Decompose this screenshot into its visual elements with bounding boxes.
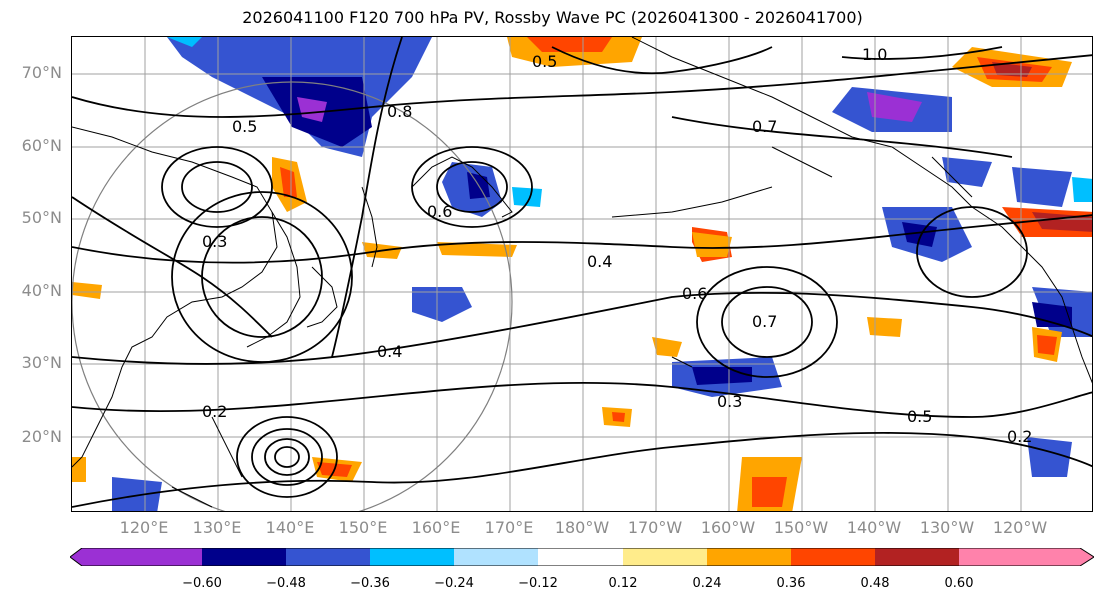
pv-contours	[72, 37, 1092, 508]
contour-label: 0.5	[232, 117, 257, 136]
contour-label: 0.8	[387, 102, 412, 121]
contour-label: 0.7	[752, 117, 777, 136]
contour-label: 0.2	[1007, 427, 1032, 446]
lat-label-20n: 20°N	[21, 427, 62, 446]
contour-label: 0.3	[202, 232, 227, 251]
lon-label-140w: 140°W	[846, 518, 902, 537]
lat-label-60n: 60°N	[21, 136, 62, 155]
map-svg: 1.0 0.5 0.8 0.7 0.6 0.5 0.4 0.3 0.2 0.6 …	[72, 37, 1092, 511]
colorbar-segment	[82, 548, 203, 566]
lon-label-150w: 150°W	[773, 518, 829, 537]
colorbar-segment	[202, 548, 287, 566]
lon-label-160e: 160°E	[411, 518, 461, 537]
colorbar-segment	[286, 548, 371, 566]
colorbar-tick: −0.24	[434, 576, 474, 591]
contour-label: 0.7	[752, 312, 777, 331]
colorbar-segment	[959, 548, 1081, 566]
lon-label-180w: 180°W	[554, 518, 610, 537]
contour-label: 0.2	[202, 402, 227, 421]
colorbar	[70, 548, 1094, 566]
colorbar-tick: −0.12	[518, 576, 558, 591]
contour-label: 0.4	[587, 252, 612, 271]
contour-label: 0.6	[682, 284, 707, 303]
map-title: 2026041100 F120 700 hPa PV, Rossby Wave …	[242, 8, 863, 27]
map-panel: 1.0 0.5 0.8 0.7 0.6 0.5 0.4 0.3 0.2 0.6 …	[71, 36, 1093, 512]
contour-label-group: 1.0 0.5 0.8 0.7 0.6 0.5 0.4 0.3 0.2 0.6 …	[202, 45, 1032, 446]
colorbar-tick: 0.36	[776, 576, 806, 591]
lat-label-70n: 70°N	[21, 63, 62, 82]
lon-label-150e: 150°E	[338, 518, 388, 537]
colorbar-segment	[454, 548, 539, 566]
colorbar-tick: −0.60	[182, 576, 222, 591]
contour-label: 1.0	[862, 45, 887, 64]
colorbar-segment	[707, 548, 792, 566]
range-circle	[72, 81, 513, 511]
colorbar-segment	[623, 548, 708, 566]
colorbar-tick: 0.24	[692, 576, 722, 591]
lon-label-170e: 170°E	[484, 518, 534, 537]
colorbar-tick: 0.12	[608, 576, 638, 591]
contour-label: 0.6	[427, 202, 452, 221]
colorbar-tick: 0.48	[860, 576, 890, 591]
lon-label-160w: 160°W	[700, 518, 756, 537]
colorbar-right-extend	[1080, 548, 1094, 566]
contour-label: 0.3	[717, 392, 742, 411]
lon-label-170w: 170°W	[627, 518, 683, 537]
colorbar-tick: 0.60	[944, 576, 974, 591]
lat-label-30n: 30°N	[21, 353, 62, 372]
colorbar-segment	[791, 548, 876, 566]
lon-label-120w: 120°W	[992, 518, 1048, 537]
lat-label-40n: 40°N	[21, 281, 62, 300]
colorbar-segment	[370, 548, 455, 566]
colorbar-left-extend	[70, 548, 82, 566]
lon-label-130w: 130°W	[919, 518, 975, 537]
colorbar-tick: −0.48	[266, 576, 306, 591]
contour-label: 0.4	[377, 342, 402, 361]
lat-label-50n: 50°N	[21, 208, 62, 227]
colorbar-segments	[70, 548, 1094, 566]
colorbar-tick: −0.36	[350, 576, 390, 591]
lon-label-130e: 130°E	[192, 518, 242, 537]
contour-label: 0.5	[907, 407, 932, 426]
colorbar-segment	[538, 548, 624, 566]
contour-label: 0.5	[532, 52, 557, 71]
colorbar-segment	[875, 548, 960, 566]
lon-label-140e: 140°E	[265, 518, 315, 537]
lon-label-120e: 120°E	[119, 518, 169, 537]
pv-anomaly-fill	[72, 37, 1092, 511]
